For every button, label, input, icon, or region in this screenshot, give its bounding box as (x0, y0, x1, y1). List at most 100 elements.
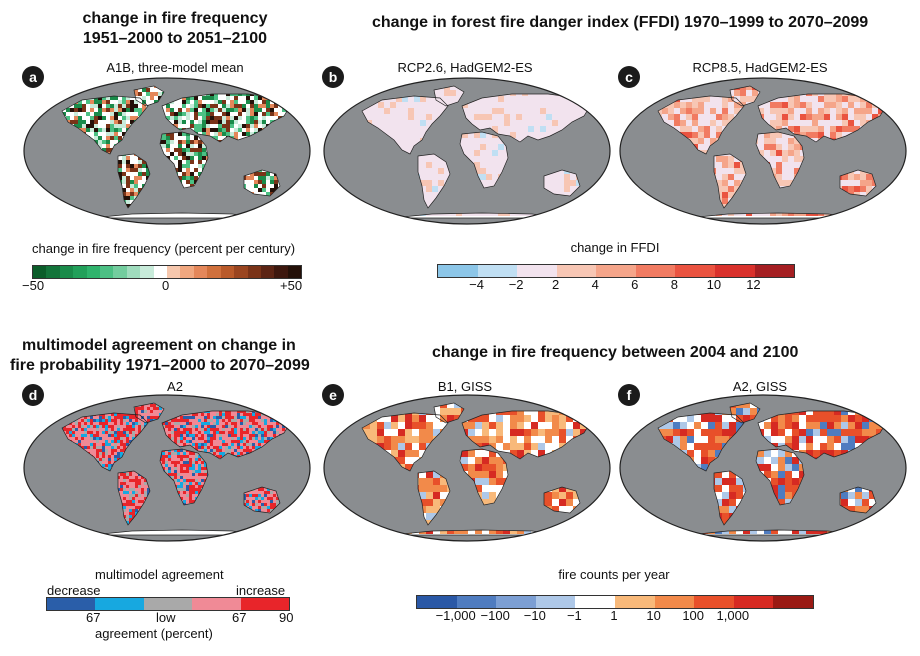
ffdi-swatch (754, 265, 795, 277)
agreement-swatch (95, 598, 144, 610)
fire-frequency-swatch (234, 266, 248, 278)
fire-frequency-legend-title: change in fire frequency (percent per ce… (32, 241, 296, 256)
fire-frequency-colorbar (32, 265, 302, 279)
fire-frequency-tick-max: +50 (280, 278, 303, 293)
fire-frequency-swatch (73, 266, 87, 278)
panel-e-subtitle: B1, GISS (437, 379, 493, 394)
panel-f-subtitle: A2, GISS (732, 379, 788, 394)
panel-d-subtitle: A2 (167, 379, 183, 394)
ffdi-swatch (596, 265, 636, 277)
fire-counts-tick: 10 (646, 608, 661, 623)
fire-frequency-swatch (33, 266, 47, 278)
fire-counts-swatch (575, 596, 615, 608)
agreement-tick-decrease-67: 67 (86, 610, 101, 625)
fire-frequency-swatch (113, 266, 127, 278)
panel-c-subtitle: RCP8.5, HadGEM2-ES (692, 60, 828, 75)
ffdi-swatch (675, 265, 715, 277)
fire-frequency-swatch (46, 266, 60, 278)
fire-frequency-swatch (86, 266, 101, 278)
panel-b-label: b (322, 66, 344, 88)
fire-frequency-tick-min: −50 (22, 278, 45, 293)
panel-d-map (23, 394, 311, 542)
ffdi-legend-title: change in FFDI (570, 240, 660, 255)
agreement-colorbar (46, 597, 290, 611)
agreement-title-line1: multimodel agreement on change in (22, 337, 296, 354)
fire-frequency-swatch (260, 266, 275, 278)
agreement-legend-title: multimodel agreement (95, 567, 224, 582)
fire-frequency-swatch (59, 266, 74, 278)
panel-b-map (323, 77, 611, 225)
fire-counts-tick: −10 (523, 608, 546, 623)
ffdi-tick: 12 (746, 277, 761, 292)
agreement-swatch (143, 598, 193, 610)
panel-a-subtitle: A1B, three-model mean (106, 60, 244, 75)
fire-frequency-swatch (287, 266, 302, 278)
ffdi-tick: 4 (591, 277, 599, 292)
fire-frequency-tick-zero: 0 (162, 278, 170, 293)
agreement-increase-label: increase (236, 583, 286, 598)
panel-a-label: a (22, 66, 44, 88)
fire-frequency-swatch (220, 266, 235, 278)
fire-counts-colorbar (416, 595, 814, 609)
panel-f-label: f (618, 384, 640, 406)
panel-c-label: c (618, 66, 640, 88)
panel-c-map (619, 77, 907, 225)
ffdi-tick: −2 (508, 277, 524, 292)
ffdi-swatch (517, 265, 557, 277)
fire-counts-legend-title: fire counts per year (558, 567, 670, 582)
fire-frequency-swatch (140, 266, 154, 278)
fire-counts-swatch (496, 596, 536, 608)
agreement-decrease-label: decrease (47, 583, 101, 598)
fire-counts-swatch (733, 596, 774, 608)
fire-counts-tick: −1 (566, 608, 582, 623)
ffdi-tick: 10 (706, 277, 722, 292)
ffdi-swatch (635, 265, 676, 277)
ffdi-title: change in forest fire danger index (FFDI… (372, 14, 869, 31)
map-border (23, 394, 311, 542)
fire-counts-swatch (535, 596, 576, 608)
map-border (323, 77, 611, 225)
map-border (619, 394, 907, 542)
panel-d-label: d (22, 384, 44, 406)
fire-counts-tick: −100 (480, 608, 510, 623)
fire-counts-swatch (773, 596, 813, 608)
agreement-axis-label: agreement (percent) (95, 626, 213, 641)
fire-counts-swatch (654, 596, 695, 608)
ffdi-tick: 2 (552, 277, 560, 292)
ffdi-tick: 8 (670, 277, 678, 292)
agreement-tick-increase-67: 67 (232, 610, 247, 625)
agreement-title-line2: fire probability 1971–2000 to 2070–2099 (10, 357, 310, 374)
fire-frequency-swatch (126, 266, 141, 278)
panel-b-subtitle: RCP2.6, HadGEM2-ES (397, 60, 533, 75)
fire-frequency-swatch (247, 266, 261, 278)
fire-frequency-swatch (153, 266, 168, 278)
fire-frequency-swatch (274, 266, 288, 278)
agreement-tick-90: 90 (279, 610, 294, 625)
agreement-swatch (192, 598, 241, 610)
fire-counts-tick: 100 (682, 608, 705, 623)
agreement-tick-low: low (156, 610, 176, 625)
fire-counts-tick: 1 (610, 608, 618, 623)
ffdi-swatch (438, 265, 478, 277)
panel-e-label: e (322, 384, 344, 406)
panel-a-map (23, 77, 311, 225)
ffdi-swatch (556, 265, 597, 277)
panel-f-map (619, 394, 907, 542)
ffdi-tick: −4 (469, 277, 484, 292)
ffdi-tick: 6 (631, 277, 639, 292)
map-border (323, 394, 611, 542)
ffdi-swatch (477, 265, 518, 277)
map-border (619, 77, 907, 225)
panel-e-map (323, 394, 611, 542)
fire-counts-swatch (417, 596, 457, 608)
fire-frequency-swatch (193, 266, 208, 278)
ffdi-colorbar (437, 264, 795, 278)
fire-counts-swatch (614, 596, 655, 608)
agreement-swatch (240, 598, 290, 610)
fire-frequency-swatch (100, 266, 114, 278)
fire-frequency-swatch (167, 266, 181, 278)
fire-frequency-title-line1: change in fire frequency (82, 10, 268, 27)
fire-counts-swatch (456, 596, 497, 608)
fire-frequency-swatch (180, 266, 194, 278)
ffdi-swatch (714, 265, 755, 277)
